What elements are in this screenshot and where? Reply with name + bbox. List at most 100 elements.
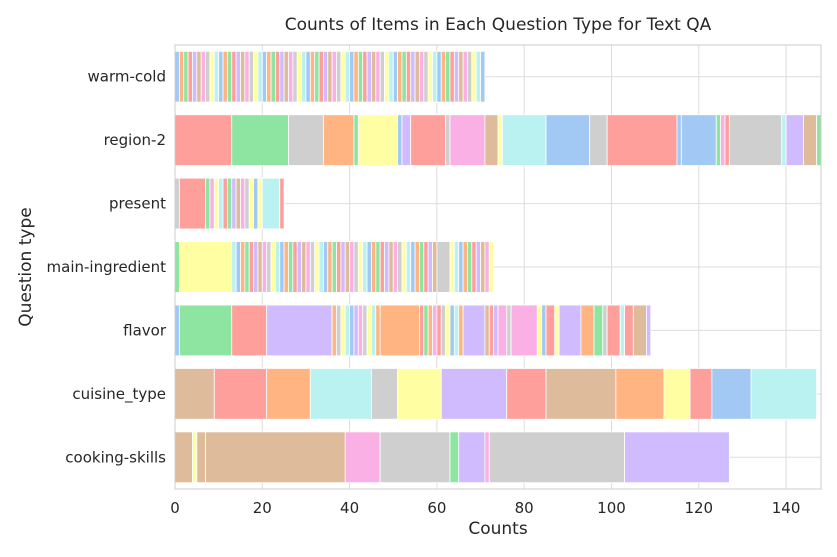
bar-segment	[427, 241, 433, 293]
bar-segment	[178, 304, 233, 357]
bar-segment	[178, 50, 185, 103]
bar-segment	[366, 241, 372, 293]
x-tick-label: 0	[170, 499, 180, 517]
bar-segment	[305, 241, 311, 293]
bar-segment	[371, 241, 377, 293]
bar-segment	[423, 241, 429, 293]
bar-segment	[288, 50, 294, 103]
chart-title: Counts of Items in Each Question Type fo…	[285, 15, 712, 35]
bar-segment	[344, 241, 350, 293]
bar-segment	[218, 50, 224, 103]
bar-segment	[253, 50, 259, 103]
bar-segment	[357, 304, 364, 357]
bar-segment	[314, 50, 320, 103]
bar-segment	[405, 50, 412, 103]
bar-segment	[436, 304, 442, 357]
bar-segment	[397, 241, 403, 293]
y-tick-label: cuisine_type	[72, 385, 166, 404]
bar-segment	[274, 241, 281, 293]
bar-segment	[279, 177, 285, 230]
bar-segment	[453, 241, 460, 293]
bar-segment	[174, 177, 180, 230]
bar-segment	[379, 304, 420, 357]
bar-segment	[226, 177, 233, 230]
bar-segment	[449, 431, 460, 484]
bar-segment	[314, 241, 320, 293]
bar-segment	[279, 241, 285, 293]
bar-segment	[301, 241, 307, 293]
bar-segment	[266, 50, 272, 103]
bar-segment	[432, 241, 438, 293]
bar-segment	[480, 241, 486, 293]
bar-segment	[410, 241, 416, 293]
bar-segment	[231, 177, 237, 230]
bar-segment	[296, 50, 302, 103]
bar-segment	[331, 241, 337, 293]
y-tick-label: region-2	[104, 131, 166, 149]
bar-segment	[440, 368, 508, 420]
bar-segment	[506, 304, 512, 357]
bar-segment	[196, 431, 206, 484]
bar-segment	[288, 241, 294, 293]
bar-segment	[226, 50, 233, 103]
bar-segment	[397, 50, 403, 103]
bar-segment	[497, 114, 503, 166]
bar-segment	[174, 241, 180, 293]
bar-segment	[545, 114, 591, 166]
bar-segment	[445, 50, 451, 103]
bar-segment	[615, 368, 665, 420]
bar-segment	[458, 431, 486, 484]
y-tick-label: flavor	[123, 321, 167, 339]
bar-segment	[423, 50, 429, 103]
bar-segment	[541, 304, 547, 357]
bar-segment	[253, 177, 259, 230]
bar-segment	[589, 114, 608, 166]
bar-segment	[344, 431, 381, 484]
bar-segment	[401, 50, 407, 103]
bar-segment	[318, 241, 324, 293]
bar-segment	[475, 241, 481, 293]
bar-segment	[270, 241, 276, 293]
bar-segment	[174, 304, 180, 357]
bar-segment	[305, 50, 311, 103]
bar-segment	[235, 241, 241, 293]
bar-segment	[218, 177, 224, 230]
bar-segment	[244, 50, 250, 103]
bar-segment	[240, 241, 246, 293]
bar-segment	[205, 177, 211, 230]
bar-segment	[244, 177, 250, 230]
bar-segment	[248, 50, 254, 103]
bar-segment	[449, 114, 486, 166]
bar-segment	[458, 50, 464, 103]
bar-segment	[458, 304, 464, 357]
bar-segment	[283, 241, 289, 293]
bar-segment	[750, 368, 818, 420]
bar-segment	[401, 241, 407, 293]
bar-segment	[440, 50, 447, 103]
bar-segment	[410, 114, 447, 166]
bar-segment	[545, 304, 556, 357]
bar-segment	[349, 304, 355, 357]
bar-segment	[606, 304, 621, 357]
bar-segment	[467, 241, 473, 293]
bar-segment	[353, 241, 359, 293]
bar-segment	[257, 177, 263, 230]
bar-segment	[331, 304, 337, 357]
bar-segment	[619, 304, 625, 357]
bar-segment	[209, 50, 215, 103]
bar-segment	[231, 241, 237, 293]
bar-warm-cold	[174, 50, 486, 103]
bar-segment	[357, 241, 364, 293]
x-ticks: 0 20 40 60 80 100 120 140	[170, 499, 800, 517]
bar-segment	[301, 50, 307, 103]
bar-segment	[261, 177, 281, 230]
bar-segment	[432, 50, 438, 103]
bar-segment	[366, 50, 372, 103]
bar-cuisine_type	[174, 368, 818, 420]
bar-segment	[689, 368, 713, 420]
bar-segment	[401, 114, 412, 166]
bar-segment	[362, 241, 368, 293]
bar-segment	[231, 114, 289, 166]
bar-segment	[336, 241, 342, 293]
y-tick-label: warm-cold	[87, 68, 166, 86]
